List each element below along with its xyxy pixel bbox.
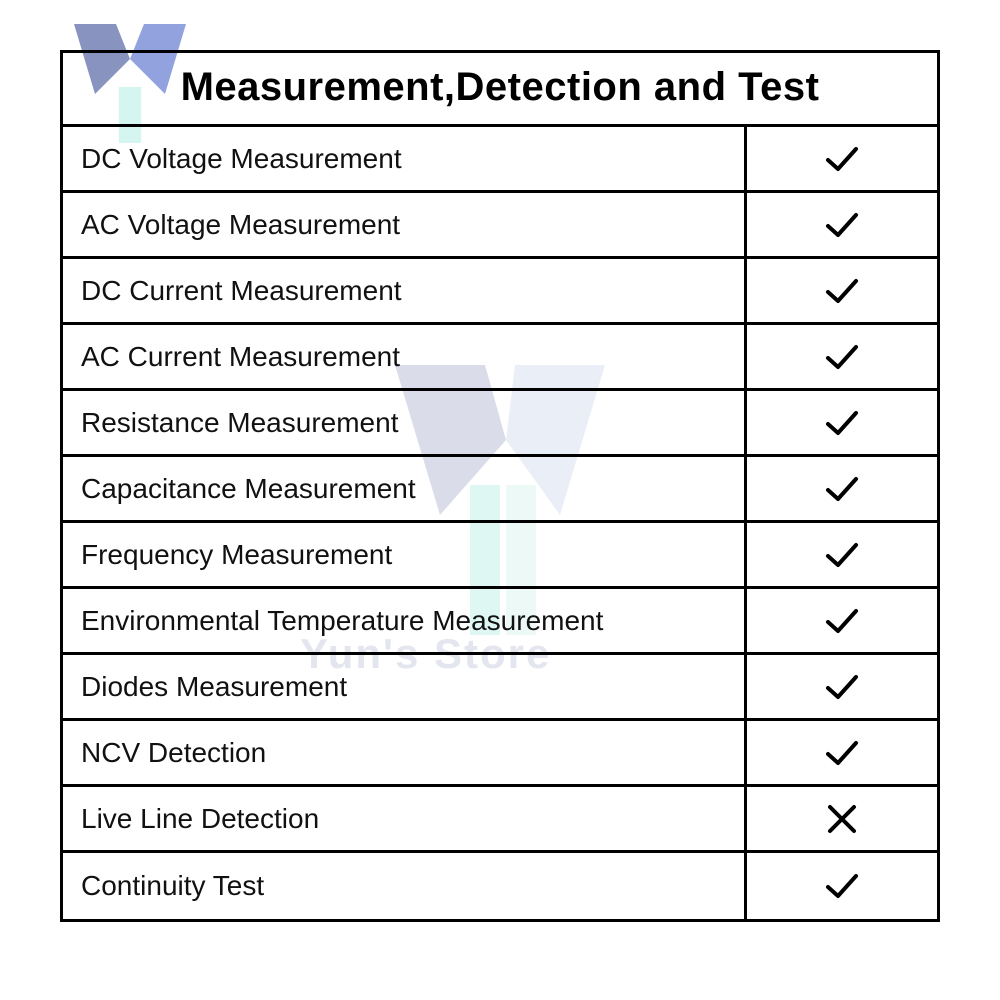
cross-icon [747, 787, 937, 850]
table-row: AC Voltage Measurement [63, 193, 937, 259]
table-row: Live Line Detection [63, 787, 937, 853]
check-icon [747, 391, 937, 454]
feature-label: Capacitance Measurement [63, 457, 747, 520]
feature-label: Resistance Measurement [63, 391, 747, 454]
feature-label: Continuity Test [63, 853, 747, 919]
check-icon [747, 589, 937, 652]
feature-label: Live Line Detection [63, 787, 747, 850]
feature-label: NCV Detection [63, 721, 747, 784]
feature-label: DC Current Measurement [63, 259, 747, 322]
check-icon [747, 721, 937, 784]
table-header-row: Measurement,Detection and Test [63, 53, 937, 127]
check-icon [747, 127, 937, 190]
table-row: NCV Detection [63, 721, 937, 787]
feature-label: Environmental Temperature Measurement [63, 589, 747, 652]
table-row: Diodes Measurement [63, 655, 937, 721]
table-row: Continuity Test [63, 853, 937, 919]
check-icon [747, 523, 937, 586]
check-icon [747, 457, 937, 520]
table-row: DC Current Measurement [63, 259, 937, 325]
check-icon [747, 853, 937, 919]
check-icon [747, 259, 937, 322]
feature-label: DC Voltage Measurement [63, 127, 747, 190]
feature-table: Measurement,Detection and Test DC Voltag… [60, 50, 940, 922]
table-row: Capacitance Measurement [63, 457, 937, 523]
table-row: Frequency Measurement [63, 523, 937, 589]
table-row: Environmental Temperature Measurement [63, 589, 937, 655]
check-icon [747, 325, 937, 388]
check-icon [747, 655, 937, 718]
feature-label: Frequency Measurement [63, 523, 747, 586]
feature-label: Diodes Measurement [63, 655, 747, 718]
table-row: DC Voltage Measurement [63, 127, 937, 193]
table-row: Resistance Measurement [63, 391, 937, 457]
feature-label: AC Current Measurement [63, 325, 747, 388]
table-title: Measurement,Detection and Test [83, 65, 917, 110]
feature-label: AC Voltage Measurement [63, 193, 747, 256]
table-row: AC Current Measurement [63, 325, 937, 391]
check-icon [747, 193, 937, 256]
